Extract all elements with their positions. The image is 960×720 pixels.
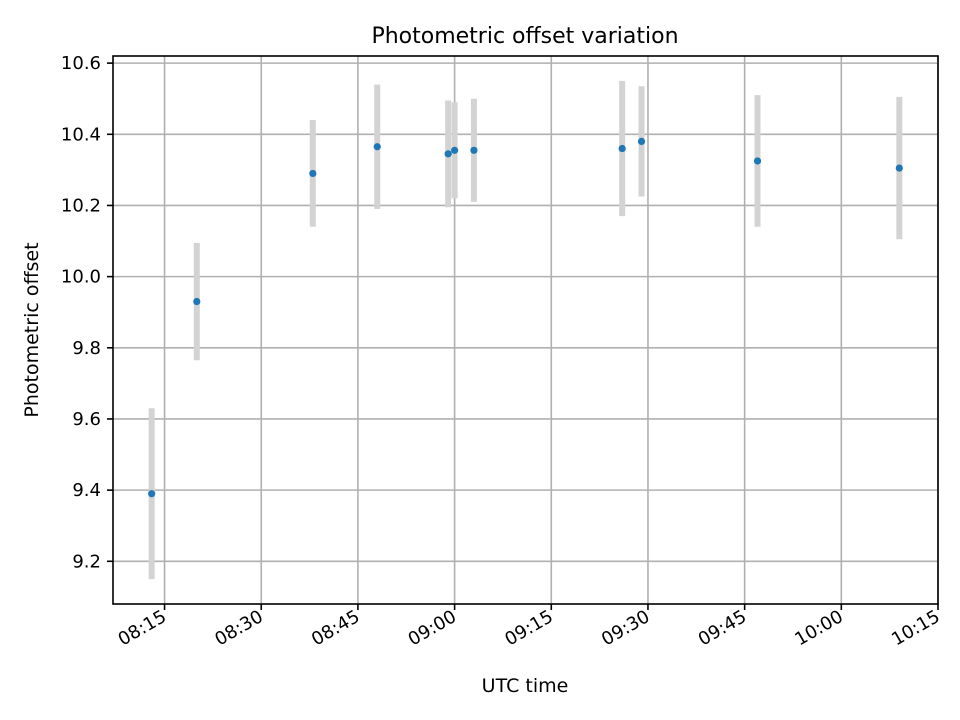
y-tick-label: 10.4 <box>61 124 101 145</box>
x-tick-label: 08:15 <box>115 606 170 650</box>
data-point <box>148 490 156 498</box>
y-tick-label: 10.2 <box>61 195 101 216</box>
x-tick-label: 09:00 <box>405 606 460 650</box>
y-tick-label: 10.0 <box>61 267 101 288</box>
plot-frame <box>112 55 939 605</box>
data-point <box>444 150 452 158</box>
data-point <box>451 146 459 154</box>
data-point <box>470 146 478 154</box>
chart-title: Photometric offset variation <box>371 24 678 49</box>
data-point <box>895 164 903 172</box>
data-point <box>753 157 762 165</box>
y-axis-label: Photometric offset <box>21 242 43 417</box>
data-point <box>309 169 317 178</box>
y-tick-label: 9.2 <box>72 551 101 572</box>
errorbar-layer <box>148 80 903 580</box>
y-tick-label: 9.8 <box>72 338 101 359</box>
data-point <box>637 137 646 146</box>
data-point <box>618 144 626 153</box>
x-tick-label: 09:45 <box>695 606 750 650</box>
y-tick-label: 9.4 <box>72 480 101 501</box>
data-point <box>373 143 381 151</box>
x-tick-label: 08:45 <box>308 606 363 650</box>
data-point <box>193 297 201 306</box>
grid-layer <box>113 56 939 604</box>
x-tick-label: 08:30 <box>211 606 266 650</box>
x-tick-label: 10:15 <box>888 606 943 650</box>
point-layer <box>148 137 903 498</box>
x-axis-label: UTC time <box>482 675 569 697</box>
x-tick-label: 10:00 <box>791 606 846 650</box>
x-tick-label: 09:15 <box>501 606 556 650</box>
y-tick-label: 9.6 <box>72 409 101 430</box>
x-tick-label: 09:30 <box>598 606 653 650</box>
y-tick-label: 10.6 <box>61 53 101 74</box>
